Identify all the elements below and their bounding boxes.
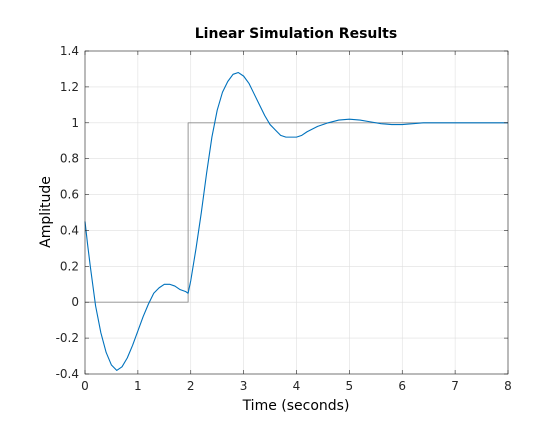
x-tick-label: 1: [134, 379, 142, 393]
y-tick-label: 1: [71, 116, 79, 130]
y-tick-label: -0.4: [56, 367, 79, 381]
y-tick-label: 1.4: [60, 44, 79, 58]
y-axis-label: Amplitude: [38, 176, 54, 248]
x-tick-label: 3: [240, 379, 248, 393]
x-axis-label: Time (seconds): [242, 398, 350, 414]
y-tick-label: 0.2: [60, 259, 79, 273]
y-tick-label: -0.2: [56, 331, 79, 345]
y-tick-label: 0.6: [60, 188, 79, 202]
x-tick-label: 4: [293, 379, 301, 393]
series-line-response: [84, 71, 508, 371]
x-tick-label: 0: [81, 379, 89, 393]
tick-marks: [84, 50, 509, 375]
y-tick-label: 0.8: [60, 152, 79, 166]
x-tick-labels: 0 1 2 3 4 5 6 7 8: [81, 379, 512, 393]
x-tick-label: 8: [504, 379, 512, 393]
y-tick-label: 1.2: [60, 80, 79, 94]
x-tick-label: 2: [187, 379, 195, 393]
series-line-input: [85, 122, 508, 303]
chart-title: Linear Simulation Results: [195, 26, 397, 42]
y-tick-label: 0.4: [60, 223, 79, 237]
x-tick-label: 5: [346, 379, 354, 393]
y-tick-label: 0: [71, 295, 79, 309]
series-group: [84, 71, 508, 371]
x-tick-label: 7: [451, 379, 459, 393]
y-tick-labels: -0.4 -0.2 0 0.2 0.4 0.6 0.8 1 1.2 1.4: [56, 44, 79, 381]
x-tick-label: 6: [398, 379, 406, 393]
